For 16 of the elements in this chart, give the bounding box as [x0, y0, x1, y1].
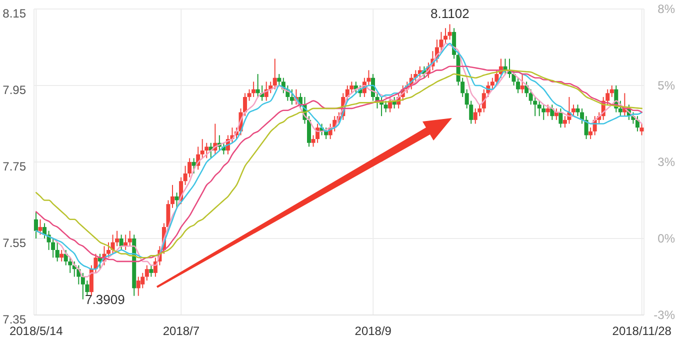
y2-tick-label: 3%	[658, 155, 676, 169]
y-tick-label: 7.55	[2, 236, 26, 250]
y2-tick-label: 5%	[658, 78, 676, 92]
annotation: 7.3909	[85, 292, 125, 307]
x-tick-label: 2018/5/14	[9, 324, 64, 338]
x-tick-label: 2018/7	[162, 324, 200, 338]
y2-tick-label: 8%	[658, 2, 676, 16]
y2-tick-label: 0%	[658, 232, 676, 246]
y-tick-label: 7.75	[2, 159, 26, 174]
y-tick-label: 7.35	[2, 312, 26, 326]
annotation: 8.1102	[430, 6, 470, 22]
y-tick-label: 7.95	[2, 82, 26, 97]
x-tick-label: 2018/11/28	[612, 324, 672, 338]
x-tick-label: 2018/9	[354, 324, 392, 338]
y-tick-label: 8.15	[2, 6, 26, 20]
y2-tick-label: -3%	[654, 308, 676, 322]
